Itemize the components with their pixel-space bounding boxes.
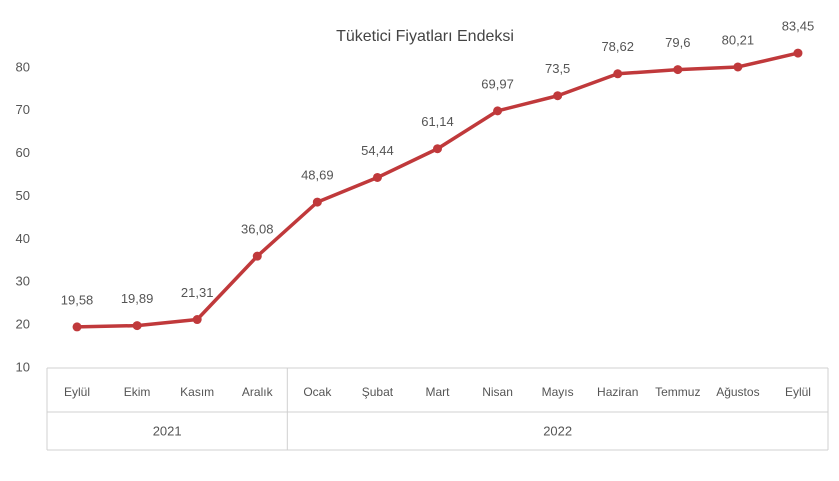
point	[72, 322, 82, 332]
point	[372, 172, 382, 182]
y-tick-label: 80	[16, 59, 30, 74]
data-label: 69,97	[481, 76, 514, 91]
x-tick-label: Temmuz	[655, 385, 700, 399]
x-tick-label: Mayıs	[542, 385, 574, 399]
point	[433, 144, 442, 154]
point	[192, 315, 202, 325]
point	[793, 48, 803, 58]
data-label: 54,44	[361, 143, 394, 158]
data-label: 80,21	[722, 32, 755, 47]
y-tick-label: 60	[16, 145, 30, 160]
data-label: 79,6	[665, 35, 690, 50]
data-label: 19,89	[121, 291, 154, 306]
point	[312, 197, 322, 207]
data-label: 61,14	[421, 114, 454, 129]
y-tick-label: 70	[16, 102, 30, 117]
data-label: 78,62	[601, 39, 634, 54]
point	[252, 251, 262, 261]
data-label: 19,58	[61, 292, 94, 307]
y-tick-label: 10	[16, 359, 30, 374]
x-tick-label: Eylül	[785, 385, 811, 399]
point	[132, 321, 142, 331]
data-label: 83,45	[782, 19, 815, 34]
x-tick-label: Nisan	[482, 385, 513, 399]
x-tick-label: Haziran	[597, 385, 638, 399]
x-tick-label: Kasım	[180, 385, 214, 399]
point	[613, 69, 623, 79]
data-label: 36,08	[241, 222, 274, 237]
point	[493, 106, 503, 116]
x-tick-label: Şubat	[362, 385, 394, 399]
y-tick-label: 20	[16, 317, 30, 332]
x-tick-label: Ocak	[303, 385, 332, 399]
y-tick-label: 30	[16, 274, 30, 289]
point	[553, 91, 563, 101]
x-tick-label: Ekim	[124, 385, 151, 399]
group-label: 2021	[153, 423, 182, 438]
x-tick-label: Ağustos	[716, 385, 759, 399]
point	[673, 65, 683, 75]
data-label: 73,5	[545, 61, 570, 76]
y-tick-label: 50	[16, 188, 30, 203]
x-tick-label: Eylül	[64, 385, 90, 399]
x-tick-label: Mart	[426, 385, 451, 399]
chart-title: Tüketici Fiyatları Endeksi	[336, 28, 514, 45]
point	[733, 62, 743, 72]
x-tick-label: Aralık	[242, 385, 274, 399]
data-label: 48,69	[301, 168, 334, 183]
y-tick-label: 40	[16, 231, 30, 246]
data-label: 21,31	[181, 285, 214, 300]
group-label: 2022	[543, 423, 572, 438]
